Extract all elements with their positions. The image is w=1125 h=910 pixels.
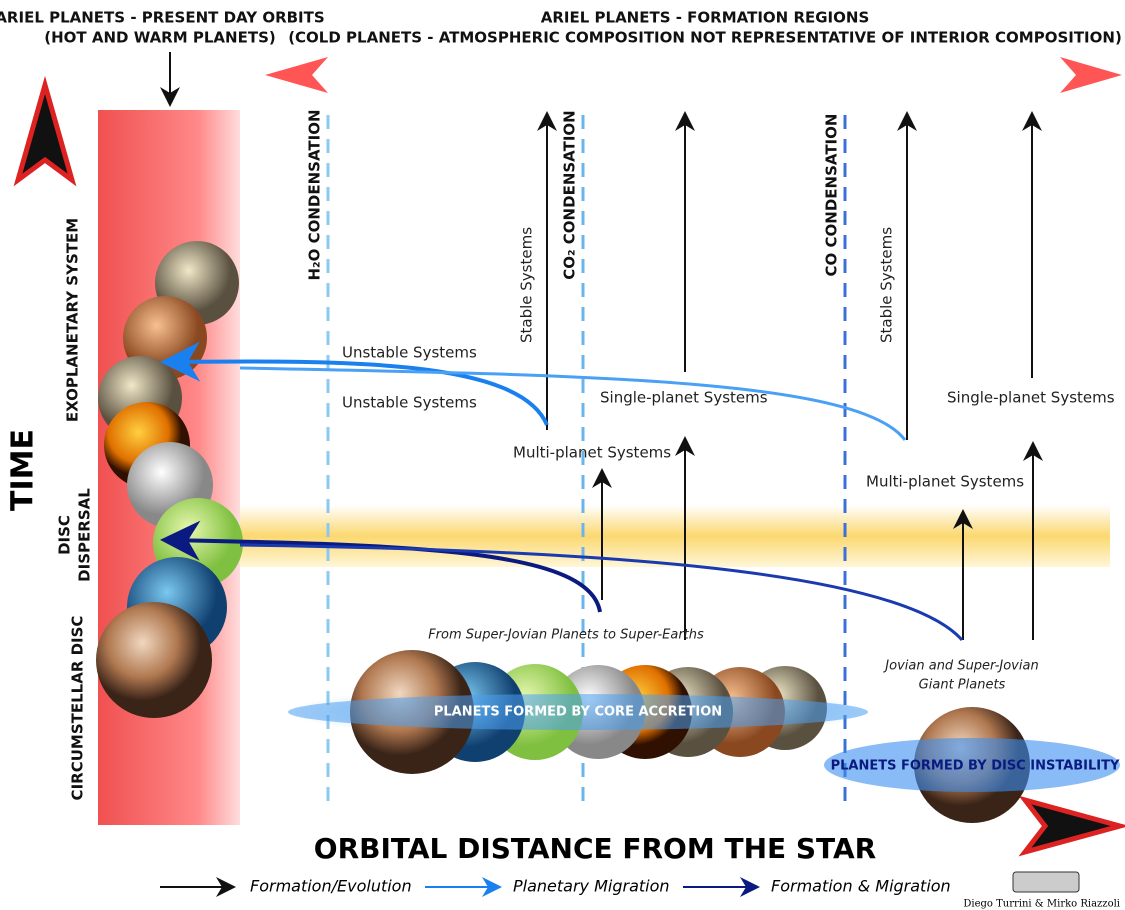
unstable-label: Unstable Systems — [342, 344, 477, 362]
credit: Diego Turrini & Mirko Riazzoli — [963, 899, 1120, 910]
present-title: ARIEL PLANETS - PRESENT DAY ORBITS — [0, 9, 325, 27]
legend-label: Planetary Migration — [513, 877, 670, 896]
x-axis-title: ORBITAL DISTANCE FROM THE STAR — [314, 832, 876, 865]
core-range-label: From Super-Jovian Planets to Super-Earth… — [428, 628, 704, 643]
present-subtitle: (HOT AND WARM PLANETS) — [44, 29, 275, 47]
y-axis-title: TIME — [6, 429, 41, 511]
phase-label: DISC — [56, 515, 74, 555]
single-label: Single-planet Systems — [600, 389, 768, 407]
single-label: Single-planet Systems — [947, 389, 1115, 407]
time-arrowhead — [13, 75, 77, 187]
planet — [96, 602, 212, 718]
condensation-label: H₂O CONDENSATION — [306, 109, 324, 280]
legend: Formation/Evolution Planetary Migration … — [160, 877, 951, 897]
phase-label: CIRCUMSTELLAR DISC — [69, 616, 87, 801]
disc-instability-label: PLANETS FORMED BY DISC INSTABILITY — [831, 759, 1120, 774]
migration-arrow — [239, 366, 907, 441]
giant-label: Giant Planets — [919, 678, 1006, 693]
unstable-label: Unstable Systems — [342, 394, 477, 412]
phase-label: EXOPLANETARY SYSTEM — [64, 218, 82, 422]
condensation-label: CO CONDENSATION — [823, 114, 841, 277]
phase-label: DISPERSAL — [76, 488, 94, 582]
formation-subtitle: (COLD PLANETS - ATMOSPHERIC COMPOSITION … — [288, 29, 1122, 47]
distance-arrowhead — [1018, 795, 1125, 857]
formation-migration-arrow — [239, 543, 964, 641]
formation-arrows — [537, 111, 1043, 640]
range-arrowhead — [1060, 57, 1122, 93]
multi-label: Multi-planet Systems — [866, 473, 1024, 491]
multi-label: Multi-planet Systems — [513, 444, 671, 462]
formation-title: ARIEL PLANETS - FORMATION REGIONS — [541, 9, 870, 27]
legend-label: Formation/Evolution — [250, 877, 412, 896]
migration-arrow — [160, 341, 549, 426]
condensation-label: CO₂ CONDENSATION — [561, 110, 579, 279]
giant-label: Jovian and Super-Jovian — [882, 659, 1038, 674]
legend-label: Formation & Migration — [771, 877, 951, 896]
formation-migration-arrow — [160, 520, 602, 613]
core-accretion-label: PLANETS FORMED BY CORE ACCRETION — [434, 705, 722, 720]
disc-dispersal-band — [240, 505, 1110, 567]
stable-label: Stable Systems — [878, 227, 896, 343]
disc-instability-band — [824, 738, 1120, 792]
range-arrowhead — [265, 57, 328, 93]
core-accretion-band — [288, 694, 868, 730]
stable-label: Stable Systems — [518, 227, 536, 343]
license-badge — [1012, 871, 1080, 893]
